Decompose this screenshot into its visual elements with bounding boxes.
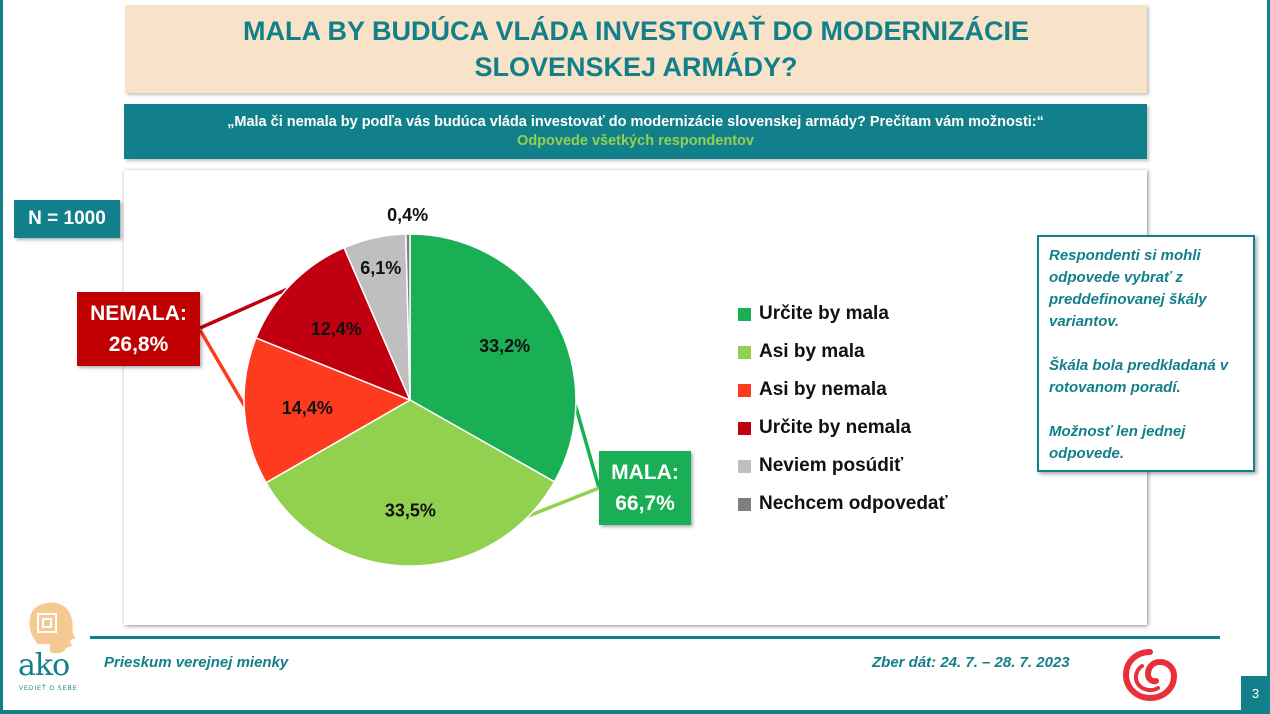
legend-swatch: [738, 345, 751, 359]
question-banner: „Mala či nemala by podľa vás budúca vlád…: [124, 104, 1147, 159]
slice-label-3: 14,4%: [282, 398, 333, 418]
pie-slice-3: [243, 336, 412, 484]
mala-callout-label: MALA:: [611, 461, 679, 484]
slice-label-1: 33,2%: [479, 336, 530, 356]
pie-slice-1: [409, 233, 577, 483]
logo-wordmark: ako: [18, 648, 70, 683]
pie-slice-4: [255, 246, 412, 402]
frame-bottom-border: [0, 710, 1270, 714]
legend-item: Asi by nemala: [738, 371, 948, 409]
legend-label: Asi by nemala: [759, 379, 887, 400]
ako-logo-icon: [29, 602, 76, 654]
nemala-connector-2: [198, 329, 250, 413]
chart-legend: Určite by mala Asi by mala Asi by nemala Ur…: [738, 295, 948, 523]
legend-label: Určite by nemala: [759, 417, 912, 438]
title-banner: MALA BY BUDÚCA VLÁDA INVESTOVAŤ DO MODER…: [125, 5, 1147, 93]
legend-label: Určite by mala: [759, 303, 889, 324]
nemala-callout-value: 26,8%: [108, 333, 169, 356]
page-title: MALA BY BUDÚCA VLÁDA INVESTOVAŤ DO MODER…: [242, 16, 1030, 82]
brand-swirl-icon: [1122, 649, 1178, 702]
legend-item: Nechcem odpovedať: [738, 485, 948, 523]
legend-item: Určite by nemala: [738, 409, 948, 447]
nemala-callout-label: NEMALA:: [90, 302, 187, 325]
legend-swatch: [738, 421, 751, 435]
legend-swatch: [738, 459, 751, 473]
footer-collection-date: Zber dát: 24. 7. – 28. 7. 2023: [872, 654, 1070, 671]
sample-size-badge: N = 1000: [14, 200, 120, 238]
logo-tagline: VEDIEŤ O SEBE: [19, 686, 78, 692]
frame-right-border: [1267, 0, 1270, 714]
nemala-connector-1: [199, 284, 295, 330]
legend-label: Nechcem odpovedať: [759, 493, 948, 514]
legend-item: Asi by mala: [738, 333, 948, 371]
legend-label: Asi by mala: [759, 341, 865, 362]
slice-label-2: 33,5%: [385, 501, 436, 521]
mala-callout: MALA: 66,7%: [599, 451, 691, 525]
slice-label-4: 12,4%: [311, 319, 362, 339]
note-paragraph-3: Možnosť len jednej odpovede.: [1049, 423, 1186, 462]
slice-label-5: 6,1%: [360, 258, 401, 278]
note-paragraph-2: Škála bola predkladaná v rotovanom porad…: [1049, 357, 1229, 396]
footer-divider: [90, 636, 1220, 639]
page-number: 3: [1241, 676, 1270, 710]
legend-item: Určite by mala: [738, 295, 948, 333]
pie-slice-6: [405, 233, 411, 401]
methodology-note: Respondenti si mohli odpovede vybrať z p…: [1037, 235, 1255, 472]
legend-swatch: [738, 497, 751, 511]
note-paragraph-1: Respondenti si mohli odpovede vybrať z p…: [1049, 247, 1207, 330]
legend-swatch: [738, 307, 751, 321]
question-subtitle: Odpovede všetkých respondentov: [517, 133, 754, 149]
question-text: „Mala či nemala by podľa vás budúca vlád…: [227, 114, 1044, 130]
legend-label: Neviem posúdiť: [759, 455, 904, 476]
legend-swatch: [738, 383, 751, 397]
nemala-callout: NEMALA: 26,8%: [77, 292, 200, 366]
mala-callout-value: 66,7%: [615, 492, 675, 515]
frame-left-border: [0, 0, 3, 714]
legend-item: Neviem posúdiť: [738, 447, 948, 485]
footer-survey-label: Prieskum verejnej mienky: [104, 654, 289, 671]
slice-label-6: 0,4%: [387, 205, 428, 225]
